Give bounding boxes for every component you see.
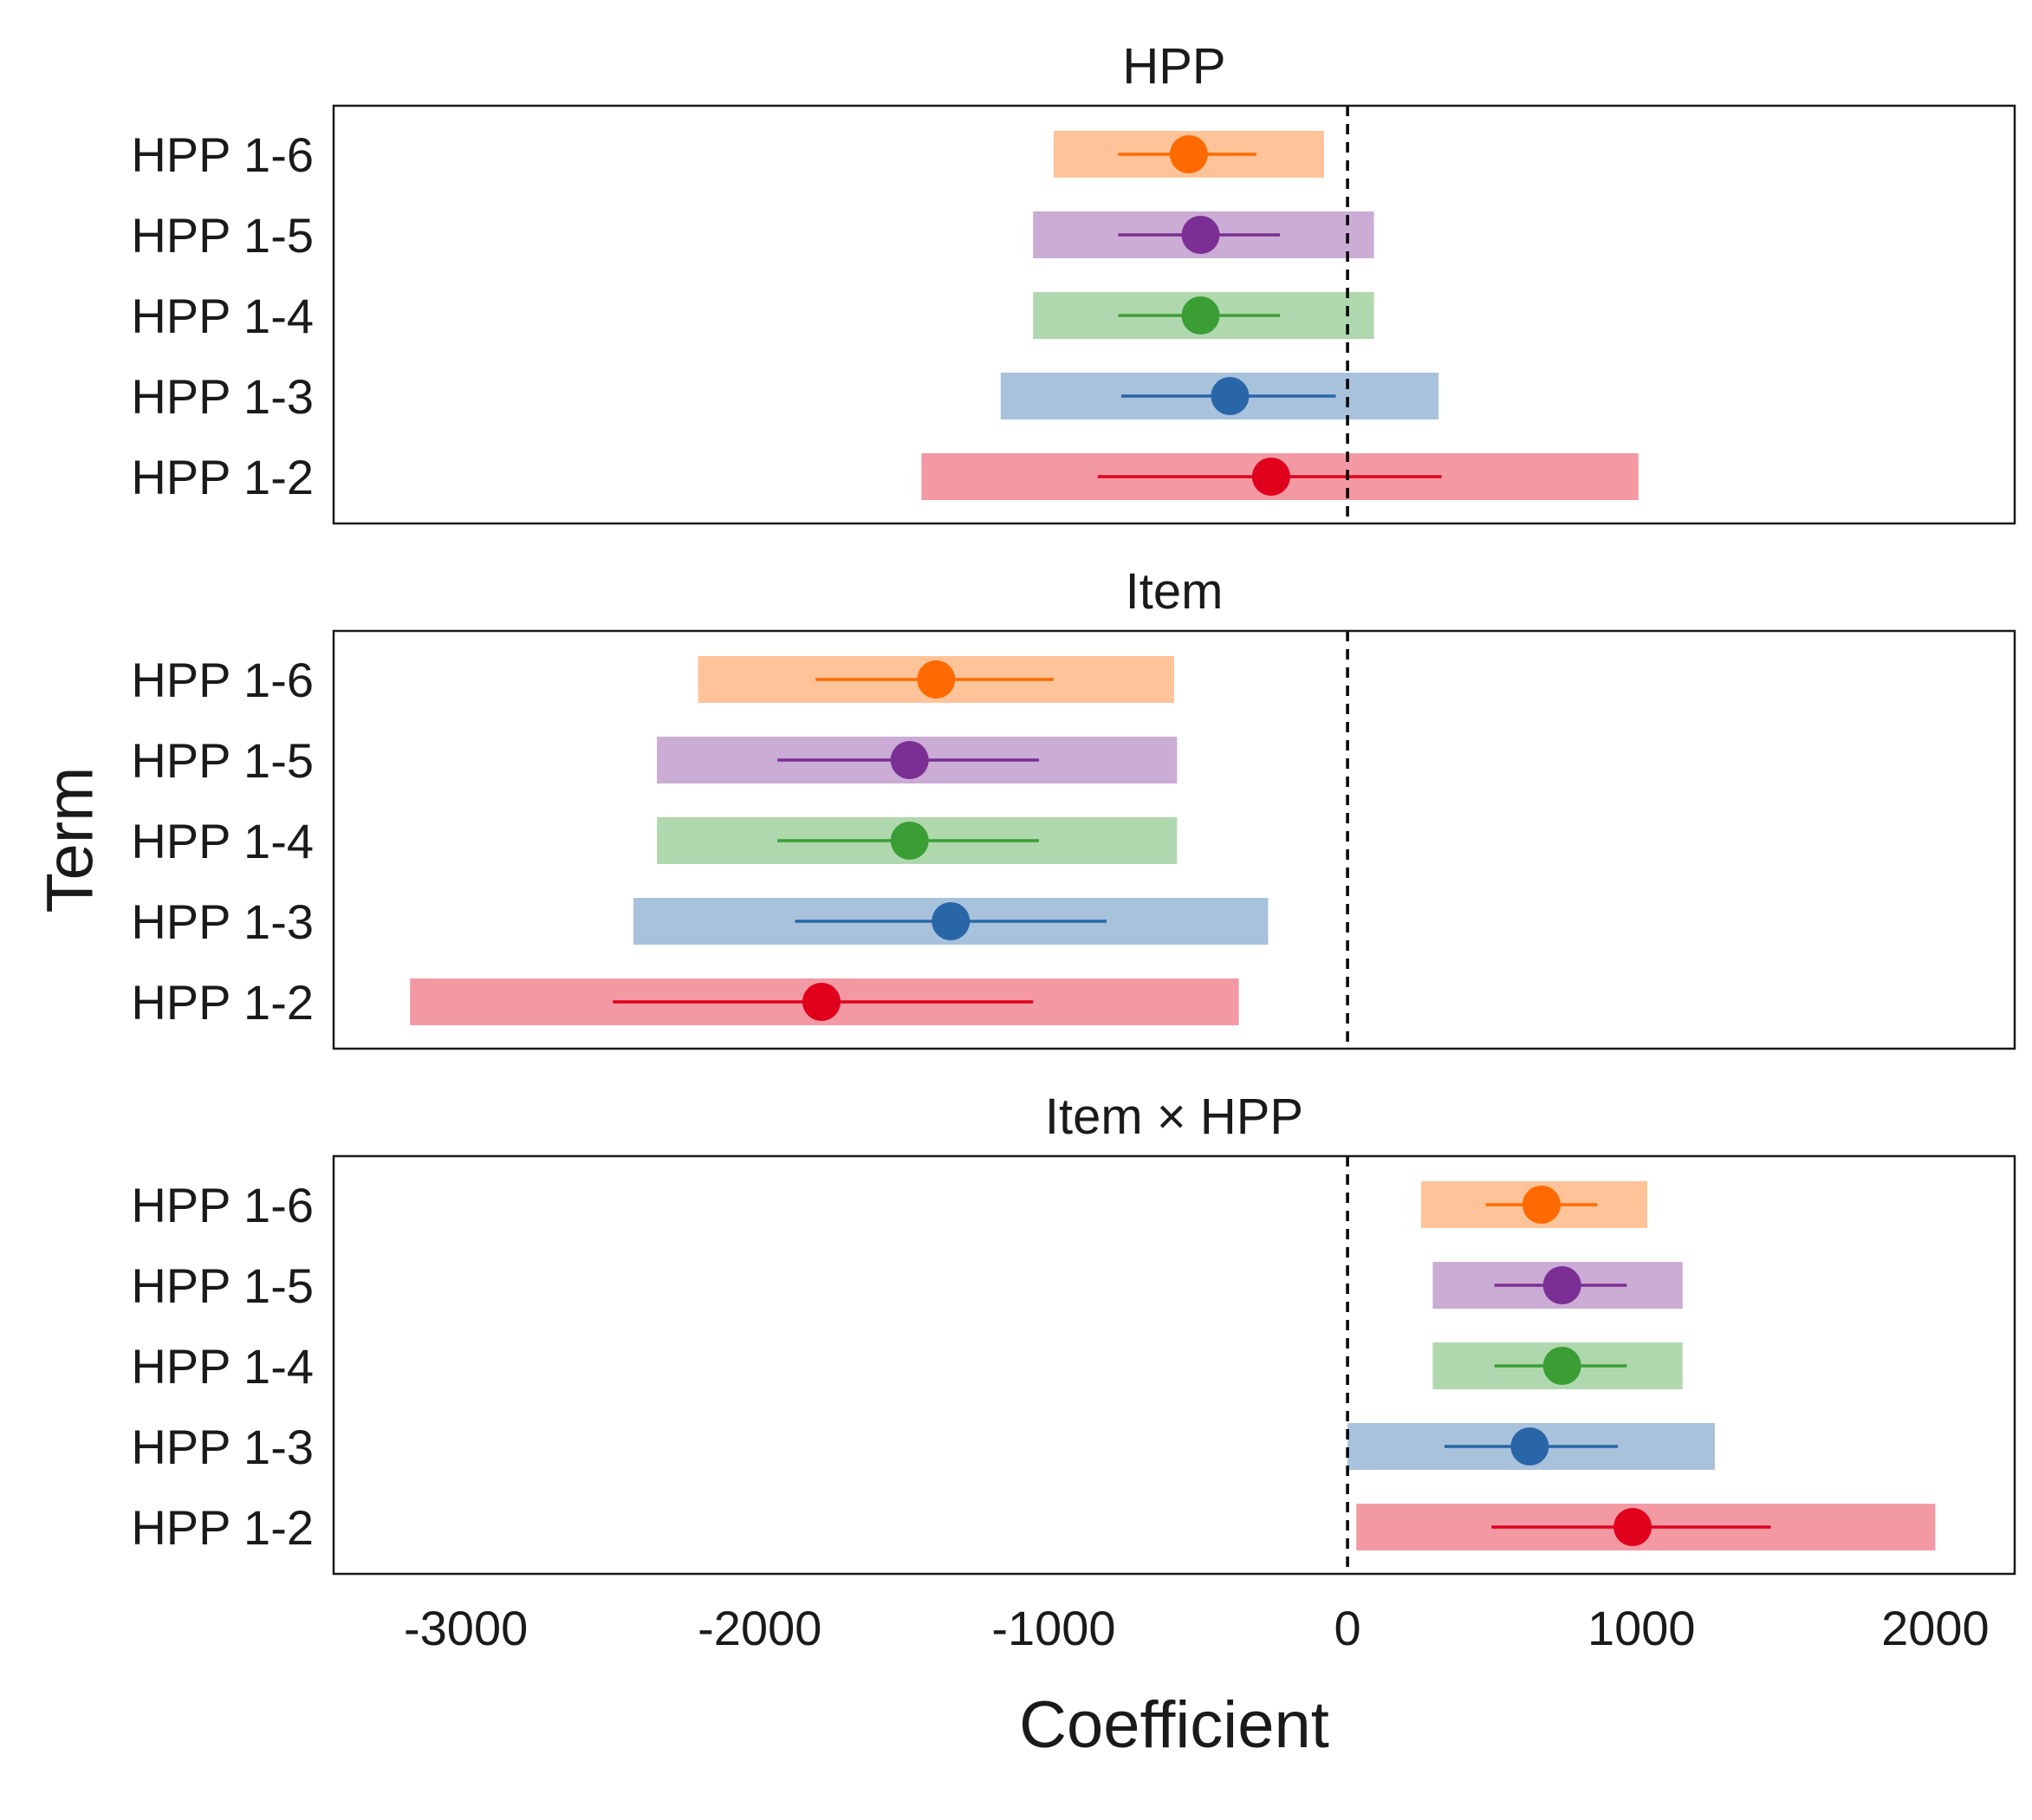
term-label: HPP 1-3 (131, 1420, 314, 1474)
x-tick-label: 2000 (1881, 1601, 1990, 1655)
x-tick-label: 0 (1334, 1601, 1361, 1655)
y-axis-title: Term (34, 767, 107, 913)
term-row: HPP 1-4 (131, 289, 1374, 343)
estimate-point (1542, 1266, 1581, 1304)
term-row: HPP 1-6 (131, 1178, 1648, 1232)
estimate-point (1181, 296, 1220, 335)
panel-1: HPP HPP 1-6 HPP 1-5 HPP 1-4 HPP 1-3 HPP 1-2 (131, 38, 2016, 525)
term-row: HPP 1-5 (131, 733, 1178, 788)
term-label: HPP 1-2 (131, 975, 314, 1030)
estimate-point (890, 741, 929, 779)
x-tick-label: -2000 (698, 1601, 821, 1655)
estimate-point (1542, 1347, 1581, 1385)
x-axis-title: Coefficient (1019, 1688, 1329, 1762)
term-row: HPP 1-2 (131, 975, 1239, 1030)
estimate-point (932, 902, 971, 940)
estimate-point (1522, 1186, 1561, 1224)
panel-frame (332, 629, 2016, 1050)
panel-3: Item × HPP HPP 1-6 HPP 1-5 HPP 1-4 HPP 1-3 HP… (131, 1089, 2016, 1576)
estimate-point (1251, 458, 1290, 496)
term-label: HPP 1-6 (131, 1178, 314, 1232)
estimate-point (1169, 135, 1208, 173)
term-label: HPP 1-5 (131, 208, 314, 263)
term-row: HPP 1-4 (131, 1339, 1683, 1394)
term-label: HPP 1-6 (131, 653, 314, 707)
x-tick-label: -1000 (991, 1601, 1115, 1655)
estimate-point (1181, 216, 1220, 254)
panel-2: Item HPP 1-6 HPP 1-5 HPP 1-4 HPP 1-3 HPP 1-2 (131, 563, 2016, 1050)
term-label: HPP 1-5 (131, 1258, 314, 1313)
estimate-point (1211, 377, 1250, 415)
term-label: HPP 1-6 (131, 127, 314, 182)
term-label: HPP 1-5 (131, 733, 314, 788)
term-row: HPP 1-4 (131, 814, 1178, 868)
x-axis: -3000 -2000 -1000 0 1000 2000 (404, 1601, 1990, 1655)
term-label: HPP 1-4 (131, 814, 314, 868)
term-row: HPP 1-2 (131, 1500, 1936, 1555)
term-label: HPP 1-3 (131, 894, 314, 949)
term-label: HPP 1-4 (131, 1339, 314, 1394)
x-tick-label: 1000 (1587, 1601, 1696, 1655)
term-row: HPP 1-2 (131, 450, 1639, 504)
panel-title: Item × HPP (1045, 1089, 1303, 1145)
estimate-point (890, 822, 929, 860)
panel-title: HPP (1122, 38, 1225, 94)
estimate-point (1510, 1427, 1549, 1466)
estimate-point (917, 660, 956, 699)
x-tick-label: -3000 (404, 1601, 528, 1655)
term-row: HPP 1-6 (131, 127, 1324, 182)
term-row: HPP 1-5 (131, 208, 1374, 263)
term-row: HPP 1-3 (131, 894, 1269, 949)
estimate-point (1613, 1508, 1652, 1546)
term-label: HPP 1-2 (131, 1500, 314, 1555)
panel-title: Item (1126, 563, 1224, 620)
term-label: HPP 1-2 (131, 450, 314, 504)
term-row: HPP 1-3 (131, 1420, 1716, 1474)
term-row: HPP 1-5 (131, 1258, 1683, 1313)
panel-frame (332, 1154, 2016, 1576)
term-label: HPP 1-3 (131, 369, 314, 424)
estimate-point (802, 983, 841, 1021)
term-row: HPP 1-3 (131, 369, 1439, 424)
term-row: HPP 1-6 (131, 653, 1174, 707)
panel-frame (332, 104, 2016, 525)
term-label: HPP 1-4 (131, 289, 314, 343)
